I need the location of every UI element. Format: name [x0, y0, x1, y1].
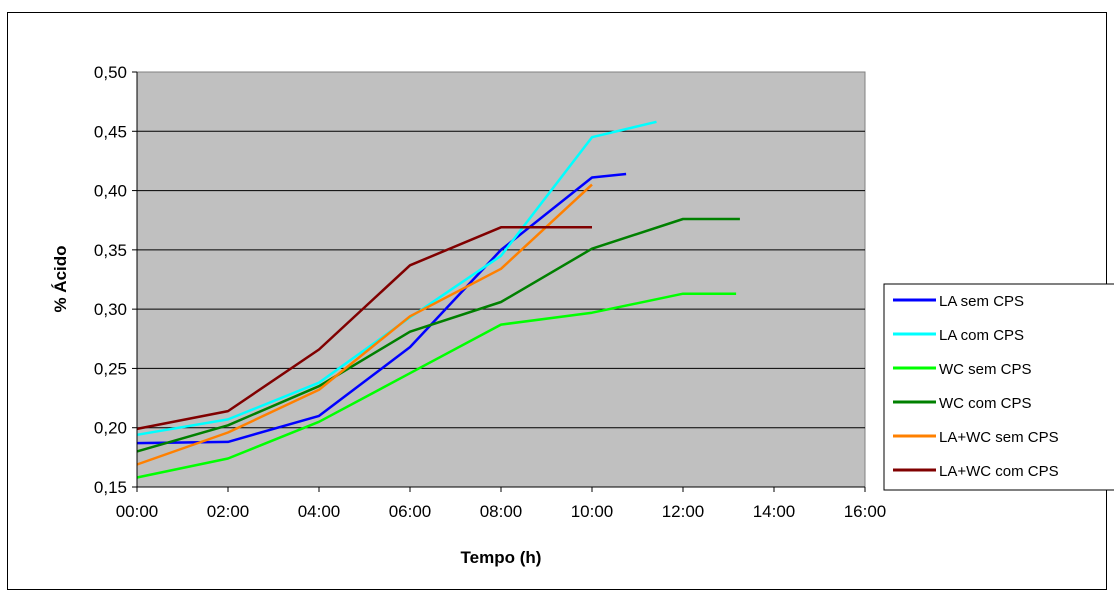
x-tick-label: 06:00 — [389, 502, 432, 521]
x-tick-label: 10:00 — [571, 502, 614, 521]
y-tick-label: 0,50 — [94, 63, 127, 82]
y-tick-label: 0,45 — [94, 122, 127, 141]
series-line — [136, 226, 592, 431]
y-tick-label: 0,30 — [94, 300, 127, 319]
x-axis-title: Tempo (h) — [461, 548, 542, 567]
legend-label: LA+WC com CPS — [939, 463, 1059, 480]
x-tick-label: 12:00 — [662, 502, 705, 521]
legend-label: LA com CPS — [939, 327, 1024, 344]
y-tick-labels: 0,50 0,45 0,40 0,35 0,30 0,25 0,20 0,15 — [94, 63, 137, 497]
series-line — [136, 292, 737, 479]
series-line — [136, 172, 627, 445]
legend: LA sem CPS LA com CPS WC sem CPS WC com CPS… — [883, 283, 1114, 491]
x-tick-label: 00:00 — [116, 502, 159, 521]
x-tick-labels: 00:00 02:00 04:00 06:00 08:00 10:00 12:00 14:00… — [116, 487, 887, 521]
x-tick-label: 14:00 — [753, 502, 796, 521]
legend-label: WC sem CPS — [939, 361, 1032, 378]
series-line — [136, 183, 593, 466]
x-tick-label: 08:00 — [480, 502, 523, 521]
y-tick-label: 0,40 — [94, 182, 127, 201]
x-tick-label: 04:00 — [298, 502, 341, 521]
x-tick-label: 02:00 — [207, 502, 250, 521]
y-tick-label: 0,25 — [94, 359, 127, 378]
legend-box — [883, 283, 1114, 491]
legend-label: LA+WC sem CPS — [939, 429, 1059, 446]
y-tick-label: 0,15 — [94, 478, 127, 497]
y-tick-label: 0,35 — [94, 241, 127, 260]
series-line — [136, 217, 740, 453]
series-lines — [136, 120, 740, 479]
x-tick-label: 16:00 — [844, 502, 887, 521]
legend-label: WC com CPS — [939, 395, 1032, 412]
legend-label: LA sem CPS — [939, 293, 1024, 310]
y-tick-label: 0,20 — [94, 419, 127, 438]
y-axis-title: % Ácido — [51, 245, 70, 312]
